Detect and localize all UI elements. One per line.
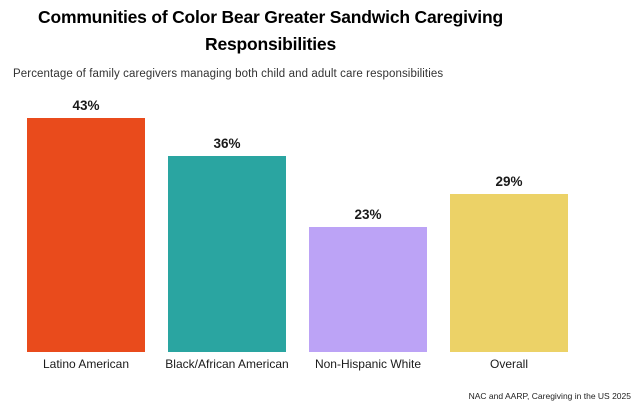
title-line-1: Communities of Color Bear Greater Sandwi… — [38, 7, 503, 27]
bar-value-label-overall: 29% — [495, 174, 523, 189]
source-attribution: NAC and AARP, Caregiving in the US 2025 — [468, 391, 631, 401]
bar-latino-american — [27, 118, 145, 352]
page-title: Communities of Color Bear Greater Sandwi… — [0, 4, 541, 58]
bar-value-label-non-hispanic-white: 23% — [354, 207, 382, 222]
bar-non-hispanic-white — [309, 227, 427, 352]
bar-overall — [450, 194, 568, 352]
chart-subtitle: Percentage of family caregivers managing… — [13, 68, 444, 80]
bar-value-label-black-african-american: 36% — [213, 136, 241, 151]
title-line-2: Responsibilities — [205, 34, 336, 54]
bar-black-african-american — [168, 156, 286, 352]
bar-category-label-black-african-american: Black/African American — [165, 357, 289, 371]
bar-category-label-latino-american: Latino American — [42, 357, 130, 371]
bar-value-label-latino-american: 43% — [72, 98, 100, 113]
bar-category-label-overall: Overall — [489, 357, 528, 371]
bar-category-label-non-hispanic-white: Non-Hispanic White — [314, 357, 422, 371]
